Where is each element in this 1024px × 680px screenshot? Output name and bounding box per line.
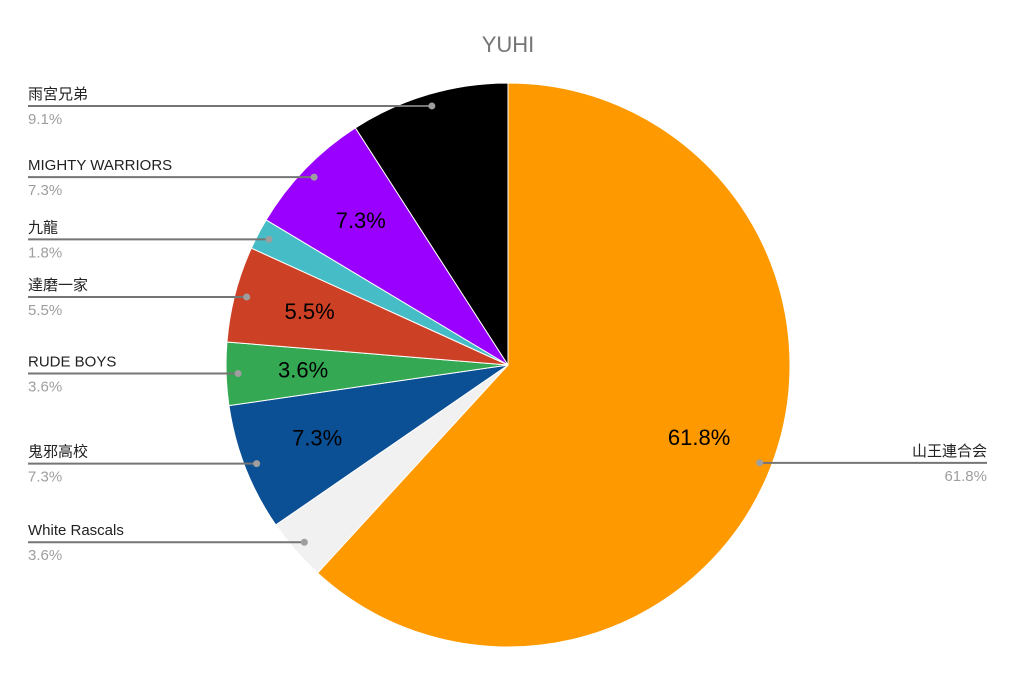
- legend-percent: 9.1%: [28, 111, 62, 128]
- legend-percent: 5.5%: [28, 302, 62, 319]
- data-label: 61.8%: [668, 425, 730, 450]
- legend-label: RUDE BOYS: [28, 353, 116, 370]
- chart-title: YUHI: [482, 32, 535, 57]
- legend-label: 九龍: [28, 219, 58, 236]
- leader-dot: [756, 459, 764, 467]
- legend-label: 雨宮兄弟: [28, 86, 88, 103]
- legend-percent: 7.3%: [28, 469, 62, 486]
- leader-dot: [253, 460, 261, 468]
- leader-dot: [428, 102, 436, 110]
- legend-label: White Rascals: [28, 522, 124, 539]
- legend-percent: 3.6%: [28, 547, 62, 564]
- pie-slice: [354, 82, 509, 367]
- data-label: 5.5%: [285, 299, 335, 324]
- data-label: 7.3%: [292, 426, 342, 451]
- leader-dot: [243, 293, 251, 301]
- legend-label: 達磨一家: [28, 277, 88, 294]
- leader-dot: [234, 369, 242, 377]
- leader-dot: [265, 235, 273, 243]
- legend-label: 山王連合会: [912, 443, 987, 460]
- data-label: 3.6%: [278, 357, 328, 382]
- data-label: 7.3%: [336, 208, 386, 233]
- legend-label: MIGHTY WARRIORS: [28, 157, 172, 174]
- legend-label: 鬼邪高校: [28, 444, 88, 461]
- legend-percent: 1.8%: [28, 244, 62, 261]
- pie-slice: [228, 364, 509, 526]
- leader-dot: [300, 538, 308, 546]
- pie-slice: [316, 82, 791, 648]
- legend-percent: 7.3%: [28, 182, 62, 199]
- leader-dot: [310, 173, 318, 181]
- legend-percent: 3.6%: [28, 378, 62, 395]
- legend-percent: 61.8%: [944, 468, 987, 485]
- pie-slice: [265, 127, 509, 366]
